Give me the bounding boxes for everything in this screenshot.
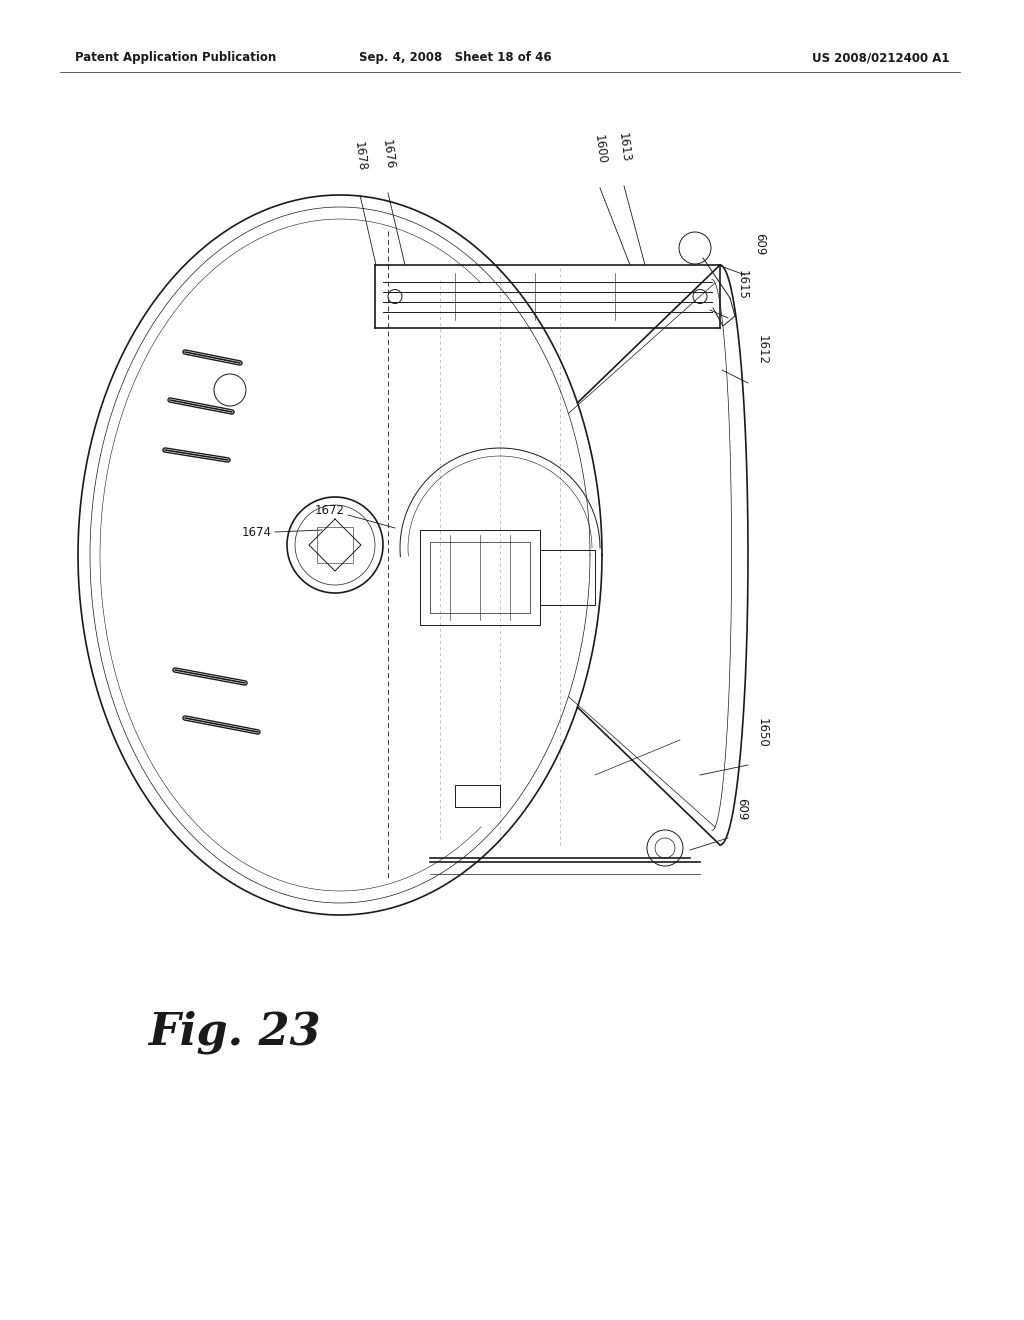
Text: 1615: 1615 bbox=[735, 271, 749, 300]
Text: US 2008/0212400 A1: US 2008/0212400 A1 bbox=[812, 51, 950, 65]
Text: Sep. 4, 2008   Sheet 18 of 46: Sep. 4, 2008 Sheet 18 of 46 bbox=[358, 51, 551, 65]
Text: 1612: 1612 bbox=[756, 335, 768, 366]
Bar bbox=[430, 543, 530, 612]
Text: 1650: 1650 bbox=[756, 718, 768, 748]
Text: Fig. 23: Fig. 23 bbox=[148, 1010, 321, 1053]
Text: 1678: 1678 bbox=[351, 141, 369, 172]
Text: Patent Application Publication: Patent Application Publication bbox=[75, 51, 276, 65]
Text: 1600: 1600 bbox=[592, 133, 608, 165]
Bar bbox=[420, 531, 540, 624]
Text: 609: 609 bbox=[754, 232, 767, 255]
Text: 1672: 1672 bbox=[315, 503, 345, 516]
Text: 1676: 1676 bbox=[380, 139, 396, 170]
Text: 1674: 1674 bbox=[242, 525, 272, 539]
Text: 609: 609 bbox=[735, 797, 749, 820]
Bar bbox=[317, 527, 353, 564]
Bar bbox=[455, 785, 500, 807]
Bar bbox=[540, 550, 595, 605]
Text: 1613: 1613 bbox=[615, 132, 632, 162]
